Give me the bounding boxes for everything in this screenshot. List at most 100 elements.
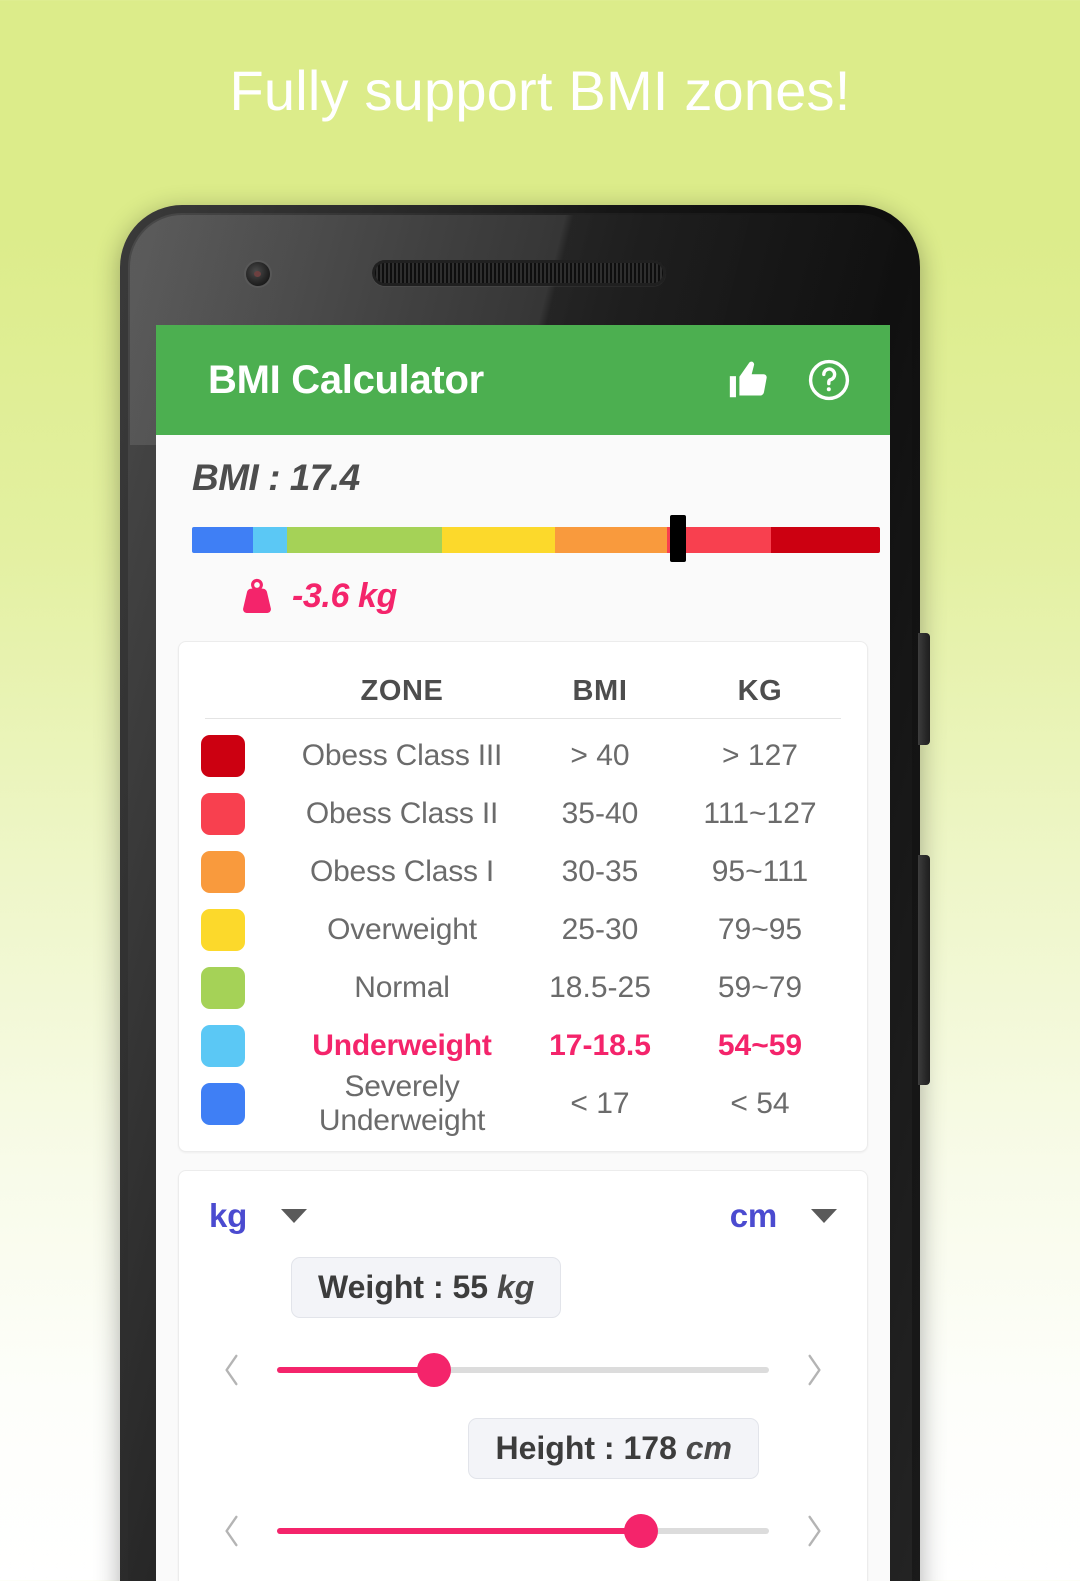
zone-swatch-cell	[201, 793, 279, 835]
bar-segment-normal	[286, 527, 443, 553]
zone-swatch-cell	[201, 851, 279, 893]
table-row: Underweight 17-18.5 54~59	[201, 1017, 845, 1075]
height-slider-fill	[277, 1528, 642, 1534]
weight-increment-button[interactable]	[791, 1350, 837, 1390]
table-row: Severely Underweight < 17 < 54	[201, 1070, 845, 1137]
zone-color-swatch	[201, 967, 245, 1009]
zone-table: ZONE BMI KG Obess Class III > 40 > 127 Obes…	[179, 642, 867, 1151]
height-value-row: Height : 178 cm	[209, 1418, 837, 1479]
zone-name-cell: Severely Underweight	[318, 1070, 486, 1137]
zone-name-cell: Normal	[354, 971, 450, 1004]
table-row: Obess Class II 35-40 111~127	[201, 785, 845, 843]
chevron-right-icon	[808, 1354, 821, 1386]
weight-kettlebell-icon	[243, 578, 271, 613]
table-row: Normal 18.5-25 59~79	[201, 959, 845, 1017]
height-unit-dropdown[interactable]: cm	[730, 1197, 837, 1235]
caret-down-icon	[811, 1209, 837, 1223]
zone-table-divider	[205, 718, 841, 719]
zone-name-cell: Obess Class III	[301, 739, 503, 772]
weight-unit-dropdown[interactable]: kg	[209, 1197, 308, 1235]
caret-down-icon	[281, 1209, 308, 1223]
chevron-right-icon	[808, 1515, 821, 1547]
thumbs-up-icon[interactable]	[718, 349, 780, 411]
zone-swatch-cell	[201, 1083, 279, 1125]
bar-segment-severely-underweight	[192, 527, 253, 553]
zone-color-swatch	[201, 1025, 245, 1067]
phone-screen: BMI Calculator BMI : 17.4 -3.6 kg	[156, 325, 890, 1581]
weight-slider-thumb[interactable]	[417, 1353, 452, 1387]
height-pill-label: Height : 178	[495, 1430, 677, 1466]
zone-kg-cell: 54~59	[717, 1029, 803, 1062]
height-slider-thumb[interactable]	[624, 1514, 659, 1548]
bar-segment-underweight	[252, 527, 287, 553]
weight-slider-fill	[277, 1367, 435, 1373]
zone-bmi-cell: 18.5-25	[549, 971, 651, 1004]
zone-table-card: ZONE BMI KG Obess Class III > 40 > 127 Obes…	[178, 641, 868, 1152]
zone-bmi-cell: 25-30	[561, 913, 639, 946]
kg-column-header: KG	[737, 674, 783, 707]
weight-delta: -3.6 kg	[192, 575, 854, 617]
weight-unit-label: kg	[209, 1197, 248, 1234]
zone-kg-cell: > 127	[722, 739, 798, 772]
help-circle-icon[interactable]	[798, 349, 860, 411]
zone-kg-cell: < 54	[730, 1087, 790, 1120]
height-slider-row	[209, 1505, 837, 1557]
app-title: BMI Calculator	[208, 357, 484, 402]
weight-delta-label: -3.6 kg	[292, 576, 397, 615]
volume-button[interactable]	[918, 855, 930, 1085]
inputs-card: kg cm Weight : 55 kg	[178, 1170, 868, 1581]
weight-value-row: Weight : 55 kg	[209, 1257, 837, 1318]
zone-color-swatch	[201, 735, 245, 777]
height-decrement-button[interactable]	[209, 1511, 255, 1551]
zone-color-swatch	[201, 851, 245, 893]
weight-pill-label: Weight : 55	[318, 1269, 489, 1305]
height-slider[interactable]	[277, 1514, 769, 1548]
zone-kg-cell: 79~95	[717, 913, 803, 946]
table-row: Obess Class I 30-35 95~111	[201, 843, 845, 901]
zone-color-swatch	[201, 793, 245, 835]
zone-kg-cell: 59~79	[717, 971, 803, 1004]
zone-kg-cell: 95~111	[711, 855, 809, 888]
earpiece-speaker-icon	[372, 260, 666, 286]
zone-kg-cell: 111~127	[703, 797, 817, 830]
bar-segment-obess-class-1	[554, 527, 667, 553]
zone-table-body: Obess Class III > 40 > 127 Obess Class II 35…	[201, 727, 845, 1137]
bar-segment-overweight	[442, 527, 555, 553]
bmi-summary: BMI : 17.4 -3.6 kg	[156, 435, 890, 623]
zone-swatch-cell	[201, 909, 279, 951]
zone-name-cell: Underweight	[312, 1029, 492, 1062]
weight-slider-row	[209, 1344, 837, 1396]
zone-swatch-cell	[201, 1025, 279, 1067]
zone-name-cell: Obess Class II	[305, 797, 499, 830]
zone-bmi-cell: > 40	[570, 739, 630, 772]
zone-swatch-cell	[201, 967, 279, 1009]
unit-selectors-row: kg cm	[209, 1197, 837, 1235]
bmi-zone-marker	[670, 515, 687, 562]
height-value-pill[interactable]: Height : 178 cm	[468, 1418, 759, 1479]
zone-swatch-cell	[201, 735, 279, 777]
weight-decrement-button[interactable]	[209, 1350, 255, 1390]
bar-segment-obess-class-3	[771, 527, 880, 553]
table-row: Overweight 25-30 79~95	[201, 901, 845, 959]
zone-table-header: ZONE BMI KG	[201, 664, 845, 718]
bmi-value-label: BMI : 17.4	[192, 457, 360, 498]
app-bar: BMI Calculator	[156, 325, 890, 435]
zone-color-swatch	[201, 909, 245, 951]
height-pill-unit: cm	[685, 1430, 732, 1466]
power-button[interactable]	[918, 633, 930, 745]
zone-color-swatch	[201, 1083, 245, 1125]
height-increment-button[interactable]	[791, 1511, 837, 1551]
zone-column-header: ZONE	[360, 674, 444, 707]
bmi-column-header: BMI	[572, 674, 628, 707]
height-unit-label: cm	[729, 1197, 777, 1234]
bmi-zone-bar-segments	[192, 527, 880, 553]
weight-slider[interactable]	[277, 1353, 769, 1387]
chevron-left-icon	[225, 1515, 238, 1547]
bmi-zone-bar	[192, 515, 880, 562]
zone-bmi-cell: 30-35	[561, 855, 639, 888]
weight-value-pill[interactable]: Weight : 55 kg	[291, 1257, 562, 1318]
weight-pill-unit: kg	[496, 1269, 535, 1305]
table-row: Obess Class III > 40 > 127	[201, 727, 845, 785]
zone-name-cell: Overweight	[327, 913, 477, 946]
promo-headline: Fully support BMI zones!	[229, 59, 851, 122]
